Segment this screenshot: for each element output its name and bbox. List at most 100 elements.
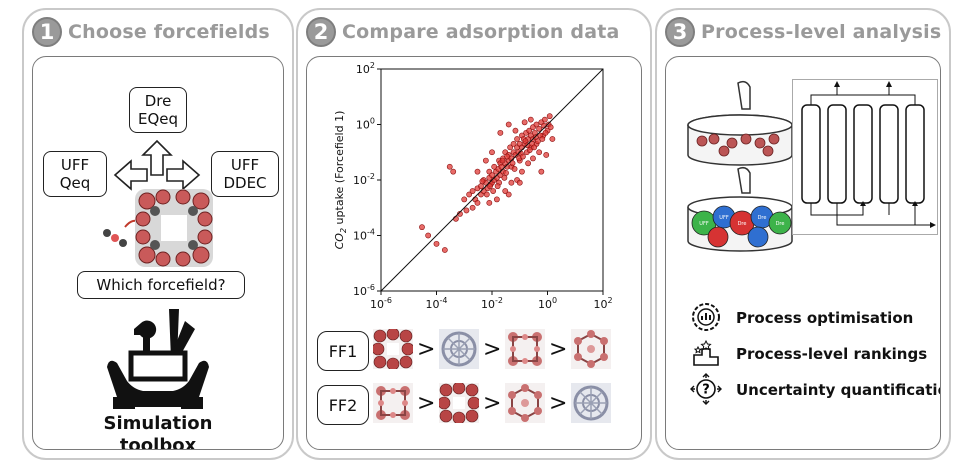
x-tick-label: 10-4 (426, 296, 448, 311)
scatter-point (469, 188, 476, 194)
y-axis-label: CO2 uptake (Forcefield 1) (333, 111, 348, 250)
svg-text:Dre: Dre (776, 221, 785, 227)
which-forcefield-text: Which forcefield? (96, 276, 226, 294)
structure-pink-square (373, 383, 413, 423)
panel-1-title: Choose forcefields (68, 21, 270, 43)
mof-structure-image (103, 189, 213, 267)
y-tick-label: 10-4 (353, 228, 375, 243)
forcefield-top-line-1: Dre (144, 92, 172, 110)
scatter-point (503, 170, 509, 176)
scatter-point (519, 168, 525, 175)
scatter-point (530, 155, 536, 162)
scatter-point (536, 125, 543, 132)
scatter-point (469, 204, 476, 211)
svg-text:UFF: UFF (719, 215, 729, 221)
forcefield-right-line-1: UFF (230, 156, 260, 174)
x-tick-label: 10-6 (370, 296, 392, 311)
scatter-point (508, 179, 515, 186)
scatter-point (538, 168, 545, 175)
parity-line (380, 68, 604, 292)
scatter-point (482, 157, 489, 164)
scatter-point (501, 174, 508, 181)
x-axis-label: CO2 uptake (Forcefield 2) (423, 314, 562, 315)
scatter-point (504, 153, 510, 160)
scatter-point (525, 160, 532, 167)
panel-3-header: 3 Process-level analysis (657, 10, 949, 54)
scatter-point (441, 247, 448, 253)
structure-red-dense (439, 383, 479, 423)
scatter-point (536, 149, 543, 156)
svg-text:Dre: Dre (738, 221, 747, 227)
scatter-point (494, 183, 501, 190)
ranking-section: FF1 > > > FF2 > > > (307, 319, 641, 449)
scatter-point (543, 152, 550, 158)
panel-3-body: UFF UFF Dre Dre Dre (665, 56, 941, 450)
scatter-point (502, 188, 509, 194)
scatter-point (479, 178, 486, 185)
scatter-point (511, 166, 518, 172)
y-tick-label: 102 (356, 61, 375, 76)
scatter-point (446, 163, 453, 170)
process-flow-diagram (792, 79, 938, 235)
feature-label: Process-level rankings (736, 345, 928, 363)
forcefield-uff-qeq: UFF Qeq (43, 151, 107, 197)
scatter-point (478, 183, 484, 190)
scatter-point (489, 172, 495, 179)
scatter-point (512, 127, 519, 134)
ranking-label-ff2: FF2 (317, 385, 369, 425)
scatter-point (487, 183, 493, 190)
scatter-point (466, 191, 473, 198)
y-tick-label: 10-6 (353, 283, 375, 298)
y-tick-label: 100 (356, 117, 375, 132)
forcefield-left-line-2: Qeq (59, 174, 91, 192)
ranking-greater-than: > (483, 391, 502, 416)
panel-2-header: 2 Compare adsorption data (298, 10, 650, 54)
scatter-point (505, 121, 512, 128)
forcefield-dre-eqeq: Dre EQeq (129, 87, 187, 133)
process-optimisation-icon (692, 303, 720, 331)
forcefield-right-line-2: DDEC (223, 174, 267, 192)
scatter-point (541, 116, 548, 123)
scatter-point (546, 113, 553, 120)
scatter-point (516, 179, 523, 186)
toolbox-line-1: Simulation (103, 413, 213, 434)
panel-process-analysis: 3 Process-level analysis (655, 8, 951, 460)
panel-1-body: Dre EQeq UFF Qeq UFF DDEC (32, 56, 284, 450)
panel-choose-forcefields: 1 Choose forcefields Dre EQeq UFF Qeq UF… (22, 8, 294, 460)
panel-3-title: Process-level analysis (701, 21, 942, 43)
scatter-point (457, 211, 463, 217)
ranking-greater-than: > (417, 391, 436, 416)
podium-rankings-icon (693, 339, 719, 366)
structure-pink-hex (571, 329, 611, 369)
panel-1-header: 1 Choose forcefields (24, 10, 292, 54)
ranking-greater-than: > (417, 337, 436, 362)
step-number-1: 1 (32, 17, 62, 47)
x-tick-label: 10-2 (481, 296, 503, 311)
scatter-point (489, 149, 495, 156)
scatter-point (490, 188, 497, 194)
scatter-point (474, 168, 481, 175)
step-number-2: 2 (306, 17, 336, 47)
scatter-point (419, 224, 425, 231)
adsorption-scatter-chart: 10-610-6 10-4 10-4 10-2 10-2 100 100 102 102 CO2 … (333, 61, 613, 315)
scatter-point (549, 136, 556, 142)
ranking-greater-than: > (483, 337, 502, 362)
scatter-point (463, 207, 470, 214)
scatter-point (539, 136, 546, 142)
svg-text:UFF: UFF (699, 221, 709, 227)
scatter-point (520, 153, 526, 160)
which-forcefield-question: Which forcefield? (77, 271, 245, 299)
forcefield-uff-ddec: UFF DDEC (211, 151, 279, 197)
scatter-point (510, 140, 517, 147)
scatter-point (521, 119, 528, 126)
forcefield-left-line-1: UFF (60, 156, 90, 174)
scatter-point (509, 160, 516, 167)
panel-2-body: 10-6 10-6 10-4 10-4 10-2 10-2 100 100 102 102 CO2 … (306, 56, 642, 450)
scatter-point (514, 136, 520, 142)
scatter-point (542, 129, 549, 136)
scatter-point (474, 199, 481, 206)
scatter-point (461, 196, 468, 203)
scatter-point (433, 240, 440, 247)
svg-text:Dre: Dre (758, 215, 767, 221)
ranking-label-ff1: FF1 (317, 331, 369, 371)
